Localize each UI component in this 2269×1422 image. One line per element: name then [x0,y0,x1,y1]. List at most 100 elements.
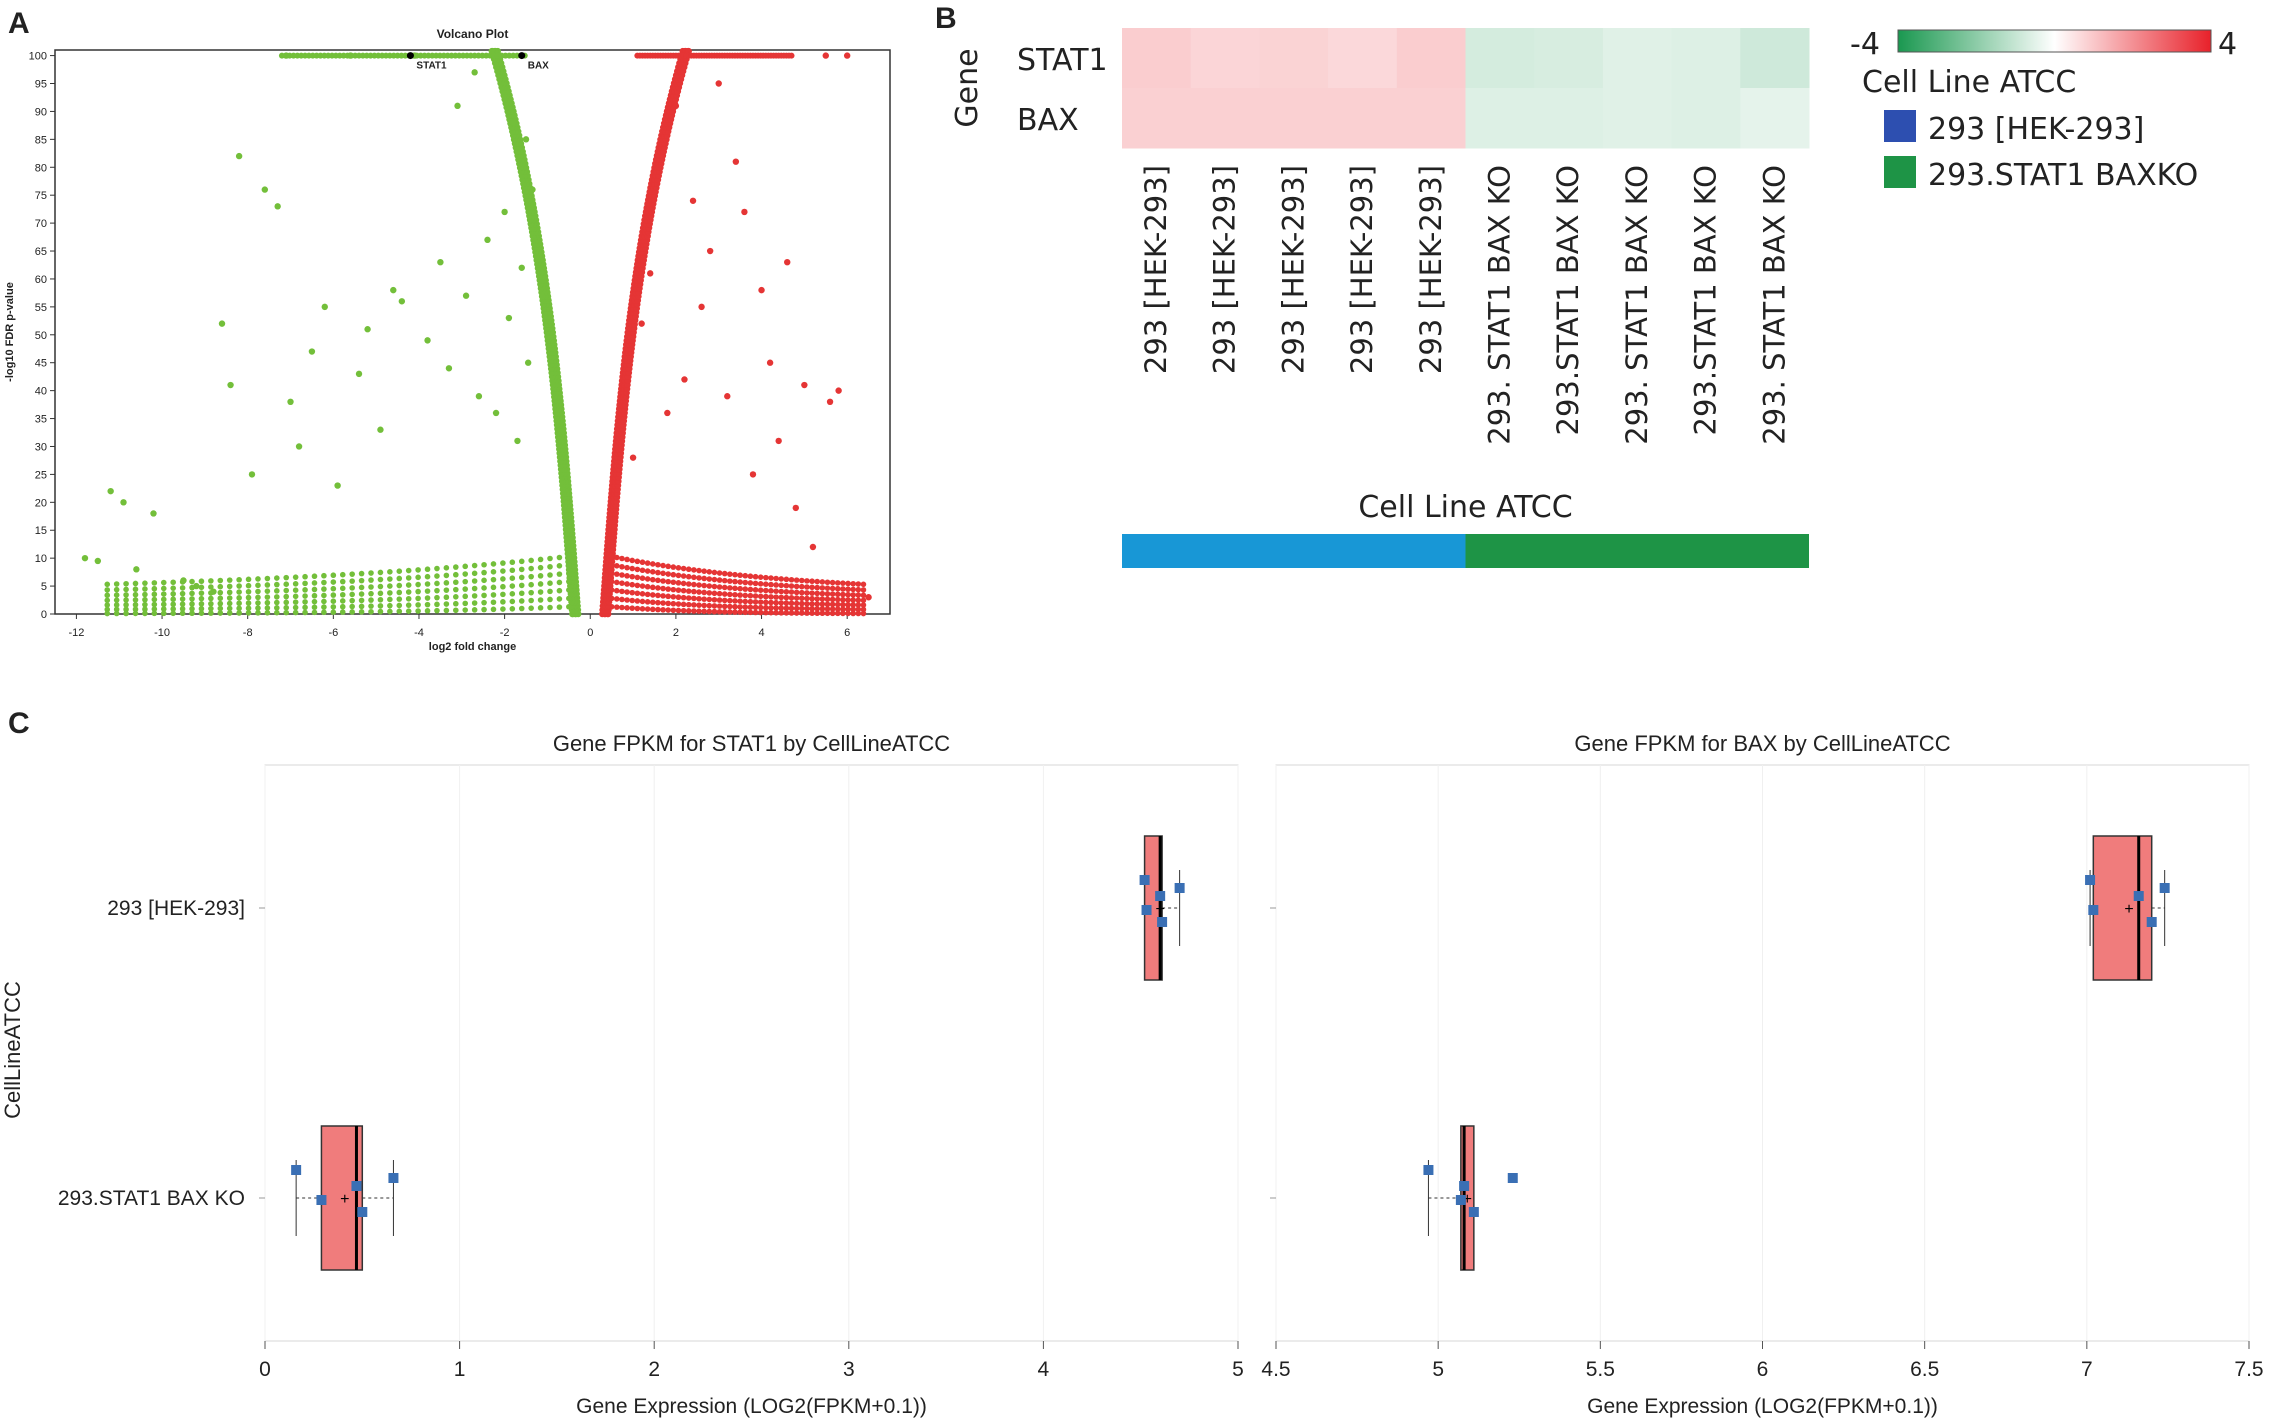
volcano-point-up [850,602,856,608]
volcano-point-down [490,584,497,591]
heatmap-legend-swatch [1884,156,1916,188]
volcano-point-down [509,591,516,597]
volcano-point-up [647,270,654,277]
volcano-point-down [208,605,214,612]
volcano-point-up [619,596,625,603]
volcano-point-up [829,610,836,617]
volcano-point-down [120,499,127,506]
volcano-point-up [804,605,810,612]
volcano-point-down [255,605,261,611]
volcano-point-down [387,590,393,596]
volcano-point-down [434,587,440,594]
volcano-point-down [528,565,534,572]
volcano-point-down [151,580,158,586]
volcano-point-down [321,303,328,311]
volcano-point-down [274,605,280,611]
volcano-point-down [424,601,431,608]
volcano-point-up [639,605,646,612]
volcano-point-up [855,610,862,617]
volcano-point-down [264,599,271,606]
volcano-point-up [680,565,687,572]
boxplot-category-label: 293 [HEK-293] [107,897,245,920]
volcano-point-down [302,593,308,599]
volcano-point-up [804,610,810,616]
boxplot-point [2146,917,2157,927]
volcano-point-up [850,597,856,603]
volcano-point-up [809,605,815,612]
volcano-point-up [793,610,800,616]
volcano-point-down [528,597,534,604]
volcano-point-up [747,609,754,616]
volcano-point-down [355,370,363,378]
boxplot-x-tick-label: 4 [1038,1358,1050,1381]
volcano-point-down [377,603,384,609]
volcano-point-down [236,600,242,607]
heatmap-column-label: 293 [HEK-293] [1208,165,1242,374]
volcano-point-up [773,588,779,594]
volcano-point-up [850,610,856,617]
boxplot-x-tick-label: 5.5 [1586,1358,1615,1381]
heatmap-cell [1328,28,1398,89]
volcano-point-down [245,610,252,616]
volcano-point-up [793,577,800,583]
volcano-point-up [855,606,862,613]
volcano-x-tick-label: 4 [758,627,764,639]
volcano-point-up [742,592,749,599]
heatmap-row-label: STAT1 [1017,43,1108,78]
volcano-point-down [547,604,553,611]
volcano-point-down [198,595,205,602]
volcano-point-up [608,603,615,610]
volcano-point-down [283,52,290,59]
volcano-point-down [123,586,129,593]
panel-label-a: A [8,7,30,40]
volcano-point-down [151,591,158,598]
volcano-point-down [255,600,261,606]
volcano-point-down [160,579,167,586]
volcano-point-up [608,578,615,585]
volcano-point-up [845,610,851,617]
volcano-annotation-point [406,52,414,60]
volcano-point-down [339,603,346,610]
volcano-point-down [566,570,572,577]
boxplot-point [2085,875,2096,885]
volcano-point-down [245,576,252,583]
volcano-point-up [788,583,795,589]
volcano-point-down [132,597,139,603]
volcano-y-tick-label: 95 [35,79,47,91]
volcano-point-down [537,589,544,595]
volcano-point-up [680,587,687,594]
volcano-point-up [804,578,810,584]
volcano-point-down [217,589,224,596]
volcano-point-up [783,576,790,583]
volcano-point-down [387,583,393,589]
volcano-point-down [142,580,148,586]
volcano-point-down [226,610,233,616]
volcano-point-down [321,572,327,579]
volcano-point-up [732,585,738,592]
volcano-point-up [804,590,810,596]
volcano-point-up [706,576,713,582]
volcano-point-up [706,596,713,603]
volcano-point-up [732,603,738,610]
volcano-point-down [236,583,242,589]
volcano-y-axis-label: -log10 FDR p-value [4,282,16,382]
volcano-point-up [614,604,620,610]
volcano-point-down [189,606,195,612]
volcano-point-down [509,575,516,581]
volcano-point-down [434,573,440,579]
volcano-point-up [814,610,821,617]
volcano-point-down [330,604,337,610]
volcano-y-tick-label: 55 [35,302,47,314]
volcano-point-up [732,571,738,578]
volcano-point-down [104,610,111,617]
volcano-point-up [757,593,764,600]
volcano-point-up [691,581,697,588]
volcano-point-up [614,596,620,602]
volcano-point-down [302,580,308,587]
volcano-point-up [809,610,815,616]
volcano-point-up [619,572,625,578]
volcano-point-down [330,579,337,585]
heatmap-cell [1190,88,1260,149]
volcano-point-down [226,583,233,590]
volcano-point-up [757,574,764,580]
